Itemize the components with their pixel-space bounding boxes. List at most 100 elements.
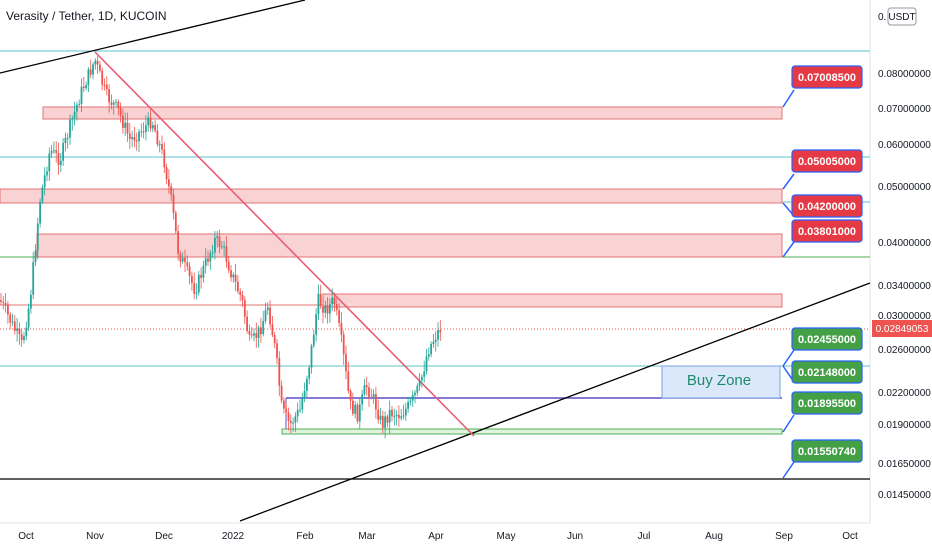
candle-body bbox=[179, 253, 182, 262]
candle-body bbox=[377, 409, 380, 420]
candle-body bbox=[220, 246, 223, 248]
candle-body bbox=[434, 339, 437, 342]
candle-body bbox=[273, 335, 276, 344]
candle-body bbox=[338, 310, 340, 323]
trend-lines[interactable] bbox=[0, 0, 871, 522]
candle-body bbox=[16, 328, 18, 331]
time-tick-label: Nov bbox=[86, 531, 104, 542]
candle-body bbox=[375, 394, 377, 410]
candle-body bbox=[214, 237, 216, 253]
candle-body bbox=[425, 356, 428, 372]
time-tick-label: Apr bbox=[428, 531, 444, 542]
candle-body bbox=[409, 400, 412, 402]
candle-body bbox=[62, 143, 64, 161]
time-tick-label: 2022 bbox=[222, 531, 245, 542]
candle-body bbox=[174, 212, 177, 232]
candle-body bbox=[135, 140, 138, 142]
candle-body bbox=[400, 416, 403, 419]
candle-body bbox=[158, 144, 161, 146]
time-tick-label: Feb bbox=[296, 531, 314, 542]
price-tick-label: 0.05000000 bbox=[878, 182, 931, 193]
candle-body bbox=[430, 343, 432, 355]
candle-body bbox=[149, 117, 152, 129]
candle-body bbox=[237, 281, 239, 292]
candle-body bbox=[48, 153, 51, 172]
candles-group bbox=[0, 56, 442, 439]
candle-body bbox=[345, 354, 347, 372]
candle-body bbox=[398, 414, 400, 419]
candle-body bbox=[317, 293, 320, 315]
candle-body bbox=[239, 291, 242, 295]
time-tick-label: Oct bbox=[18, 531, 34, 542]
candle-body bbox=[365, 385, 368, 388]
candle-body bbox=[78, 103, 81, 105]
candle-body bbox=[248, 330, 251, 335]
candle-body bbox=[165, 167, 168, 180]
candle-body bbox=[186, 262, 189, 267]
price-tick-label: 0.06000000 bbox=[878, 140, 931, 151]
candle-body bbox=[381, 415, 384, 428]
upper-trendline bbox=[0, 0, 306, 74]
callout-0050: 0.05005000 bbox=[791, 149, 863, 173]
resistance-zones[interactable] bbox=[0, 106, 783, 308]
candle-body bbox=[145, 125, 147, 132]
candle-body bbox=[39, 201, 41, 224]
buy-zone-box bbox=[661, 365, 781, 399]
callout-0038: 0.03801000 bbox=[791, 219, 863, 243]
candle-body bbox=[260, 327, 262, 335]
candle-body bbox=[276, 343, 278, 358]
candle-body bbox=[416, 385, 419, 393]
candle-body bbox=[73, 111, 76, 119]
price-tick-label: 0.01650000 bbox=[878, 459, 931, 470]
candle-body bbox=[50, 150, 53, 154]
candle-body bbox=[105, 84, 108, 90]
candle-body bbox=[20, 334, 23, 341]
candle-body bbox=[101, 70, 104, 85]
candle-body bbox=[246, 316, 248, 331]
candle-body bbox=[331, 297, 334, 304]
candle-body bbox=[7, 305, 9, 315]
candle-body bbox=[23, 336, 25, 341]
candle-body bbox=[161, 144, 163, 150]
callout-01550: 0.01550740 bbox=[791, 439, 863, 463]
candle-body bbox=[27, 308, 30, 328]
currency-button[interactable]: USDT bbox=[887, 7, 917, 26]
candle-body bbox=[402, 415, 405, 417]
candle-body bbox=[352, 400, 354, 414]
candle-body bbox=[418, 380, 421, 386]
candle-body bbox=[11, 321, 14, 323]
candle-body bbox=[18, 328, 21, 335]
candle-body bbox=[197, 274, 200, 293]
candle-body bbox=[439, 330, 442, 333]
candle-body bbox=[188, 266, 191, 276]
candle-body bbox=[140, 131, 143, 133]
price-callouts[interactable]: 0.07008500 0.05005000 0.04200000 0.03801… bbox=[791, 65, 863, 463]
candle-body bbox=[30, 294, 32, 309]
last-price-badge: 0.02849053 bbox=[872, 320, 932, 337]
candle-body bbox=[241, 294, 244, 301]
candle-body bbox=[82, 86, 85, 89]
candle-body bbox=[391, 409, 393, 417]
candle-body bbox=[349, 390, 352, 401]
candle-body bbox=[310, 345, 313, 368]
candle-body bbox=[92, 64, 94, 75]
candle-body bbox=[329, 303, 331, 314]
candle-body bbox=[264, 310, 267, 321]
candle-body bbox=[296, 410, 299, 417]
candle-body bbox=[193, 283, 196, 294]
candle-body bbox=[147, 117, 150, 126]
candle-body bbox=[372, 394, 375, 398]
candle-body bbox=[163, 149, 166, 168]
candle-body bbox=[232, 274, 235, 278]
candle-body bbox=[379, 415, 382, 420]
candle-body bbox=[303, 390, 306, 399]
buy-zone-label: Buy Zone bbox=[687, 372, 751, 389]
candle-body bbox=[177, 231, 179, 254]
candle-body bbox=[211, 252, 214, 254]
candle-body bbox=[55, 150, 58, 153]
candle-body bbox=[384, 416, 386, 428]
candle-body bbox=[411, 394, 414, 401]
candle-body bbox=[342, 334, 345, 355]
candle-body bbox=[200, 274, 202, 278]
